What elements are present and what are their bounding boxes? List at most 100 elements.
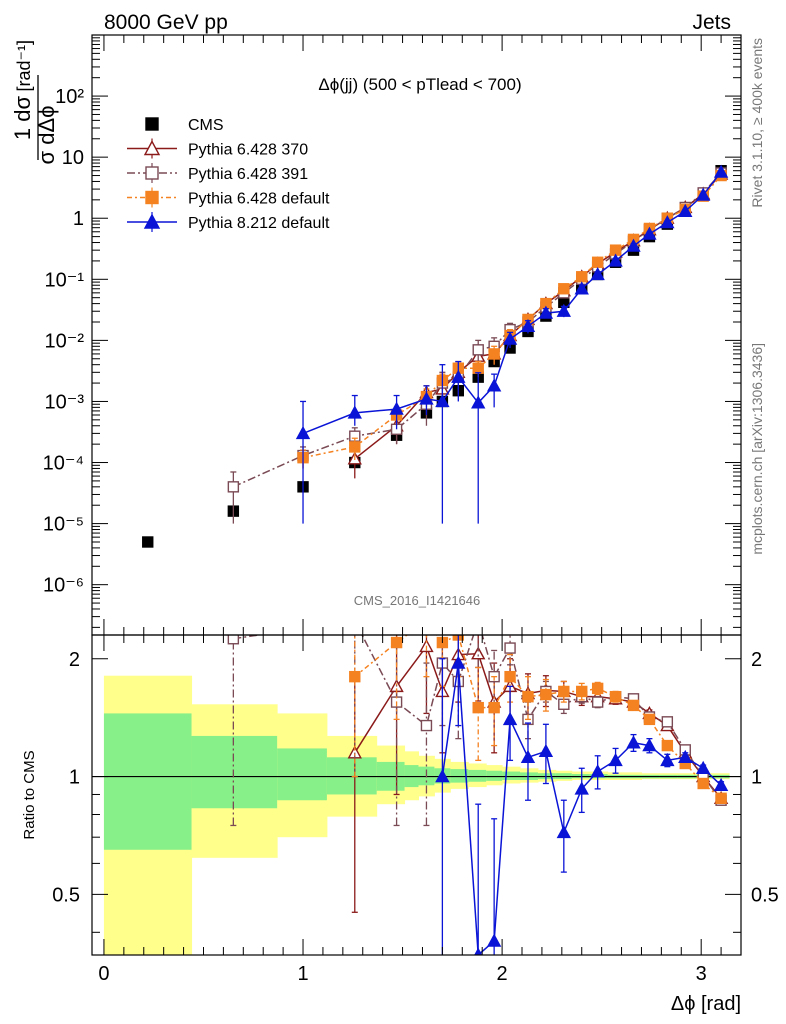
ratio-y-tick-label: 1 [69,767,80,789]
ratio-ylabel: Ratio to CMS [21,750,38,839]
ratio-point [486,933,502,947]
ratio-point [591,696,604,708]
ratio-point [473,616,483,626]
data-point [486,378,502,392]
ratio-point [390,636,403,649]
ratio-point [660,752,675,767]
xlabel: Δϕ [rad] [671,993,741,1015]
data-point [227,481,240,493]
band-inner [103,713,193,850]
data-point [472,344,484,356]
series-line [302,175,722,459]
legend-marker [145,190,159,205]
ratio-point [661,739,674,752]
ratio-point [609,690,622,703]
band-inner [502,771,521,780]
ratio-point [661,716,674,728]
ratio-point [504,670,516,683]
band-inner [468,769,487,782]
ratio-point [591,682,604,695]
ratio-point [695,760,711,774]
ratio-point [435,769,450,783]
legend-marker [145,117,159,131]
legend-label: Pythia 6.428 391 [188,166,308,183]
data-point [642,226,657,240]
ratio-frame [91,634,742,956]
ratio-point [713,777,729,791]
data-point [660,215,675,229]
data-point [574,281,589,295]
ratio-point [642,738,657,752]
series-line [233,172,722,488]
plot-title: Δϕ(jj) (500 < pTlead < 700) [318,75,521,94]
ratio-point [678,749,693,764]
ratio-point [538,743,554,758]
ratio-point [576,685,588,698]
series-line [302,171,722,435]
ratio-point [556,824,571,839]
ratio-series-pythia-8-212-default [435,635,729,955]
ratio-point [502,711,518,726]
y-tick-label: 10⁻¹ [45,269,85,291]
data-point [556,303,571,317]
ratio-point [522,690,534,703]
ratio-point [227,635,240,645]
data-point [347,405,362,419]
ratio-point [626,735,641,749]
data-point [591,256,604,268]
ratio-point [504,642,516,654]
ratio-series-pythia-6-428-default [349,635,727,804]
ratio-y-tick-label: 0.5 [52,884,80,906]
data-point [488,348,500,360]
data-point [295,425,311,440]
x-tick-label: 3 [696,963,707,985]
ratio-point [608,752,623,767]
series-pythia-8-212-default [295,164,729,524]
ratio-point [540,688,552,701]
ratio-point [350,616,360,626]
data-point [538,305,554,319]
legend-label: Pythia 8.212 default [188,215,330,232]
ratio-point [472,701,484,714]
series-pythia-6-428-default [297,169,727,469]
ratio-point [558,685,570,698]
data-point [608,253,623,267]
y-tick-label: 10⁻⁶ [43,575,84,597]
ratio-point [471,646,486,660]
y-tick-label: 10⁻³ [45,391,85,413]
x-tick-label: 2 [497,963,508,985]
band-inner [277,748,328,801]
data-point [472,362,484,374]
ratio-series [92,616,741,955]
y-tick-label: 10⁻⁴ [43,453,84,475]
ratio-bands [103,675,730,955]
data-point [558,283,570,295]
ratio-line [233,635,722,801]
ratio-y-tick-label: 2 [751,649,762,671]
ratio-point [590,764,605,778]
ratio-point [697,777,709,790]
data-point [695,187,711,201]
ratio-point [627,699,640,712]
data-point [713,164,729,178]
ratio-y-tick-label: 1 [751,767,762,789]
ylabel-top: 1 dσ [10,96,35,141]
data-point [419,391,434,405]
ylabel-unit: [rad⁻¹] [14,40,34,92]
ratio-point [451,655,466,669]
y-tick-label: 10 [62,147,84,169]
legend: CMS Pythia 6.428 370 Pythia 6.428 391 Pythi… [127,117,330,232]
y-tick-label: 10⁻² [45,330,85,352]
data-point [451,369,466,383]
data-point [502,331,518,345]
data-point [520,318,536,333]
ratio-point [520,749,536,764]
x-tick-label: 0 [98,963,109,985]
legend-label: Pythia 6.428 370 [188,142,308,159]
header-left: 8000 GeV pp [104,11,228,34]
ratio-point [715,792,727,804]
data-point [389,401,404,415]
mcplots-label: mcplots.cern.ch [arXiv:1306.3436] [749,343,765,555]
header-right: Jets [692,11,731,34]
